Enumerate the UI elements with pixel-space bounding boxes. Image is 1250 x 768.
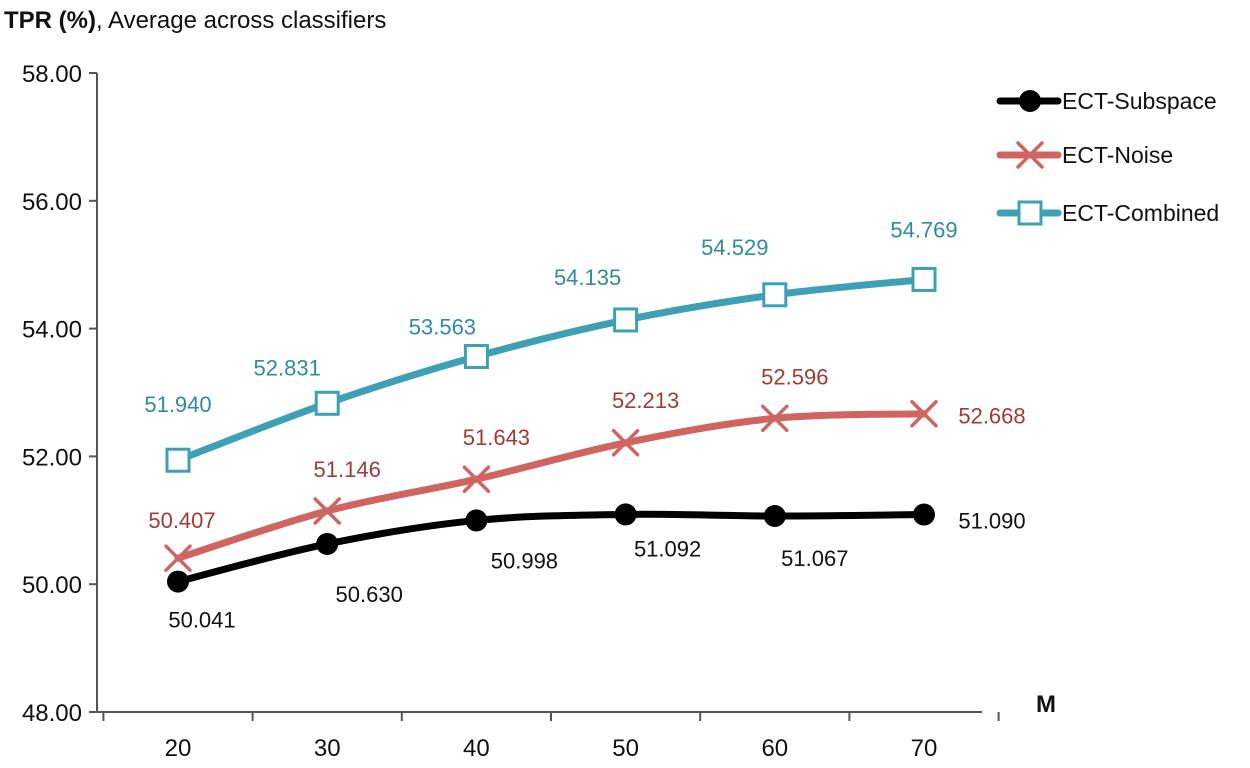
axes: 48.00 50.00 52.00 54.00 56.00 58.00 20 30 40 50 60… xyxy=(22,61,1000,762)
series-line-ect-noise xyxy=(174,410,928,562)
data-point-ect-combined xyxy=(762,282,788,308)
data-point-ect-subspace xyxy=(763,505,786,528)
y-tick-label: 48.00 xyxy=(22,700,82,727)
x-tick-label: 40 xyxy=(463,735,490,762)
data-label-ect-subspace: 50.041 xyxy=(168,608,235,633)
data-point-ect-combined xyxy=(463,344,489,370)
data-point-ect-combined xyxy=(165,447,191,473)
data-label-ect-noise: 51.146 xyxy=(314,457,381,482)
data-point-ect-noise xyxy=(164,544,192,572)
y-tick-label: 54.00 xyxy=(22,317,82,344)
y-tick-label: 58.00 xyxy=(22,61,82,88)
y-tick-label: 56.00 xyxy=(22,189,82,216)
data-point-ect-subspace xyxy=(465,509,488,532)
data-point-ect-subspace xyxy=(167,570,189,593)
data-label-ect-noise: 50.407 xyxy=(148,508,215,533)
data-label-ect-subspace: 51.092 xyxy=(634,536,701,561)
data-point-ect-subspace xyxy=(913,503,935,526)
data-point-ect-subspace xyxy=(614,503,637,526)
data-label-ect-noise: 52.668 xyxy=(958,404,1025,429)
data-label-ect-combined: 51.940 xyxy=(144,392,211,417)
legend-marker-ect-combined xyxy=(1017,200,1043,226)
data-label-ect-subspace: 50.998 xyxy=(491,548,558,573)
data-label-ect-noise: 52.596 xyxy=(761,364,828,389)
chart-title-bold: TPR (%) xyxy=(4,7,96,34)
legend-label-ect-subspace: ECT-Subspace xyxy=(1062,88,1217,114)
x-tick-label: 50 xyxy=(612,735,639,762)
legend-marker-ect-subspace xyxy=(1019,90,1041,112)
x-tick-label: 30 xyxy=(314,735,341,762)
series-layer xyxy=(164,266,938,593)
series-line-ect-subspace xyxy=(174,510,928,586)
data-label-ect-combined: 52.831 xyxy=(254,355,321,380)
data-point-ect-noise xyxy=(462,465,491,493)
data-label-ect-combined: 54.769 xyxy=(890,217,957,242)
data-point-ect-noise xyxy=(313,497,341,525)
data-point-ect-noise xyxy=(910,399,938,428)
chart-title: TPR (%), Average across classifiers xyxy=(4,7,386,34)
data-label-ect-subspace: 51.090 xyxy=(958,509,1025,534)
x-tick-label: 20 xyxy=(165,735,192,762)
legend-marker-ect-noise xyxy=(1016,141,1044,169)
data-label-ect-combined: 54.529 xyxy=(701,235,768,260)
data-point-ect-noise xyxy=(761,404,789,433)
data-label-ect-noise: 52.213 xyxy=(612,388,679,413)
data-labels-layer: 50.041 50.630 50.998 51.092 51.067 51.090 50.4… xyxy=(144,217,1025,632)
data-point-ect-subspace xyxy=(316,532,339,555)
data-label-ect-noise: 51.643 xyxy=(463,425,530,450)
data-label-ect-subspace: 51.067 xyxy=(781,546,848,571)
data-point-ect-combined xyxy=(613,307,639,333)
legend-label-ect-combined: ECT-Combined xyxy=(1062,200,1219,226)
legend: ECT-Subspace ECT-Noise ECT-Combined xyxy=(996,88,1219,226)
data-label-ect-subspace: 50.630 xyxy=(336,582,403,607)
data-point-ect-noise xyxy=(611,429,640,457)
x-tick-label: 60 xyxy=(761,735,788,762)
y-tick-label: 52.00 xyxy=(22,444,82,471)
legend-label-ect-noise: ECT-Noise xyxy=(1062,142,1173,168)
data-label-ect-combined: 53.563 xyxy=(409,315,476,340)
series-line-ect-combined xyxy=(174,275,928,464)
x-tick-label: 70 xyxy=(911,735,938,762)
data-label-ect-combined: 54.135 xyxy=(554,265,621,290)
data-point-ect-combined xyxy=(911,266,937,292)
data-point-ect-combined xyxy=(314,390,340,416)
x-axis-label: M xyxy=(1036,691,1056,718)
chart-title-rest: , Average across classifiers xyxy=(96,7,386,34)
y-tick-label: 50.00 xyxy=(22,572,82,599)
